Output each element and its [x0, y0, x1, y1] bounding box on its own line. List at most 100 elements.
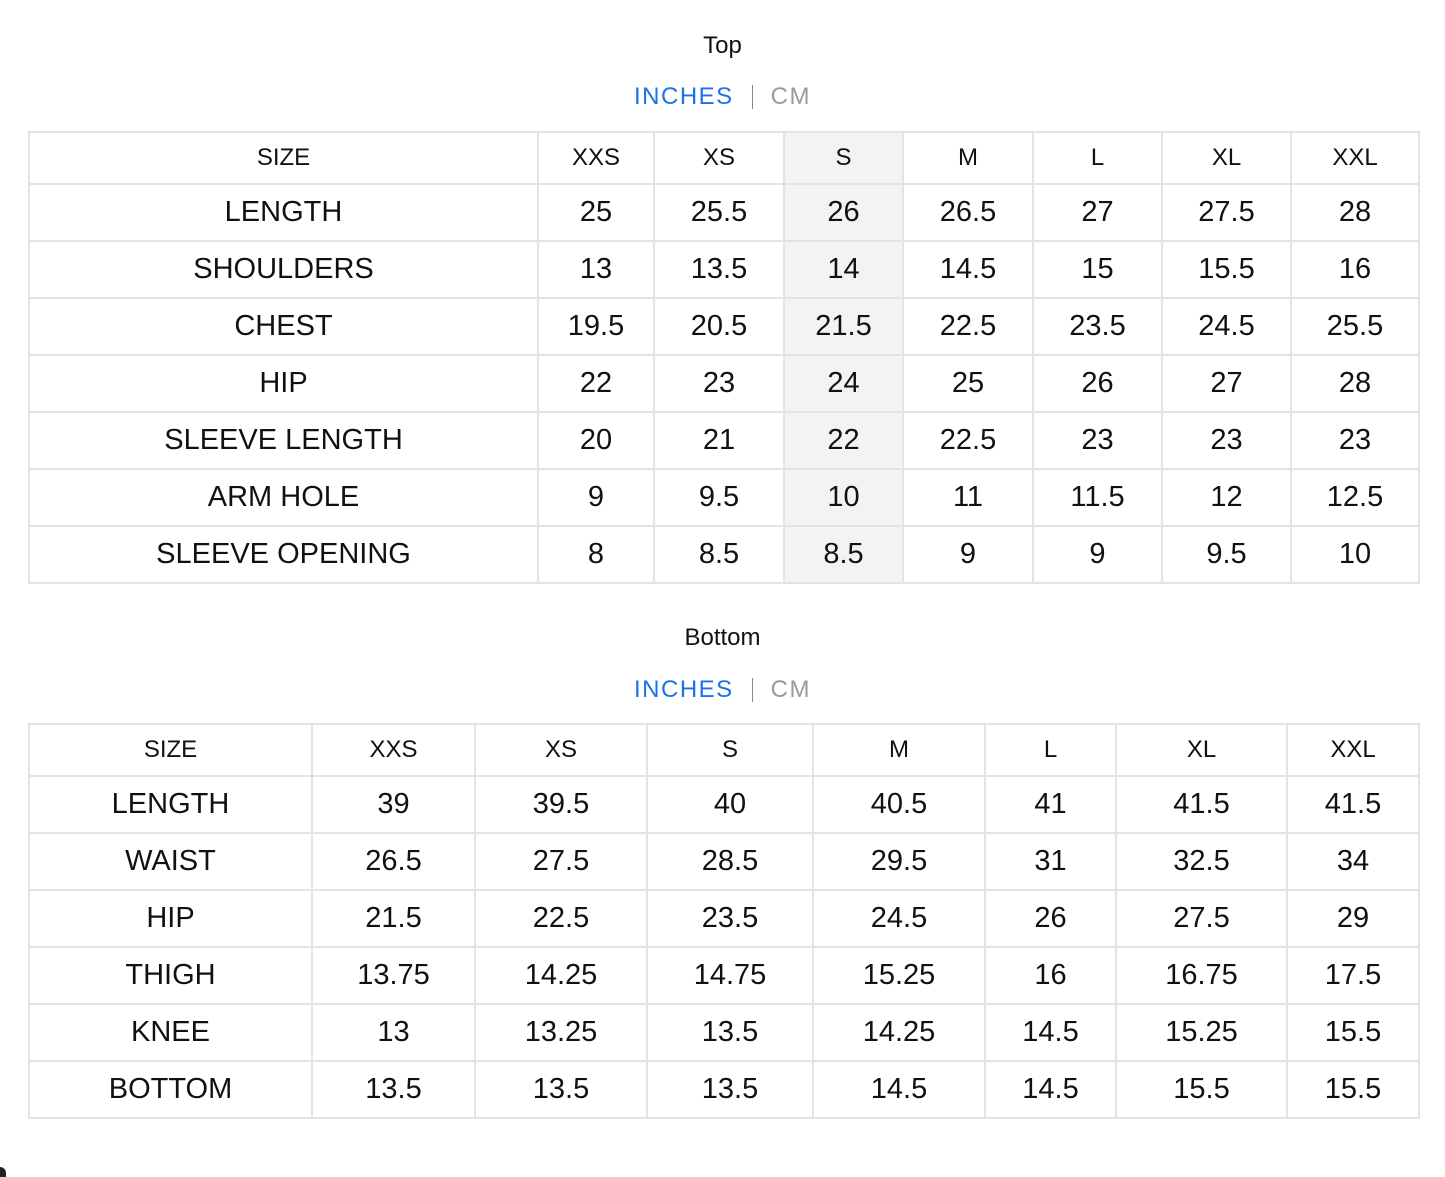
- table-cell: 9: [902, 525, 1034, 584]
- table-row: LENGTH 25 25.5 26 26.5 27 27.5 28: [28, 183, 1420, 242]
- row-label: KNEE: [28, 1003, 313, 1062]
- top-cm-button[interactable]: CM: [770, 82, 811, 110]
- table-cell: 15.5: [1286, 1060, 1420, 1119]
- window-corner: [0, 1167, 6, 1177]
- top-unit-toggle: INCHES CM: [0, 82, 1445, 111]
- table-cell: 10: [783, 468, 904, 527]
- table-cell: 27.5: [1161, 183, 1292, 242]
- table-cell: 23: [1290, 411, 1420, 470]
- table-cell: 24.5: [1161, 297, 1292, 356]
- header-cell: XXL: [1286, 723, 1420, 777]
- table-cell: 13: [537, 240, 655, 299]
- table-cell: 28.5: [646, 832, 814, 891]
- table-cell: 15.5: [1286, 1003, 1420, 1062]
- table-cell: 9: [537, 468, 655, 527]
- row-label: LENGTH: [28, 183, 539, 242]
- table-cell: 26: [984, 889, 1117, 948]
- table-cell: 16: [1290, 240, 1420, 299]
- table-row: KNEE 13 13.25 13.5 14.25 14.5 15.25 15.5: [28, 1003, 1420, 1062]
- table-cell: 27: [1032, 183, 1163, 242]
- table-cell: 39.5: [474, 775, 648, 834]
- table-cell: 13.5: [474, 1060, 648, 1119]
- table-cell: 14.25: [474, 946, 648, 1005]
- table-cell: 14.5: [812, 1060, 986, 1119]
- table-cell: 22.5: [474, 889, 648, 948]
- table-cell: 31: [984, 832, 1117, 891]
- table-cell: 20: [537, 411, 655, 470]
- header-cell: XS: [653, 131, 785, 185]
- table-cell: 39: [311, 775, 476, 834]
- table-cell: 41: [984, 775, 1117, 834]
- bottom-cm-button[interactable]: CM: [770, 675, 811, 703]
- row-label: HIP: [28, 889, 313, 948]
- table-row: THIGH 13.75 14.25 14.75 15.25 16 16.75 1…: [28, 946, 1420, 1005]
- table-cell: 22: [783, 411, 904, 470]
- table-cell: 19.5: [537, 297, 655, 356]
- top-inches-button[interactable]: INCHES: [633, 82, 734, 110]
- table-cell: 13.5: [646, 1060, 814, 1119]
- table-cell: 28: [1290, 354, 1420, 413]
- table-row: HIP 22 23 24 25 26 27 28: [28, 354, 1420, 413]
- table-cell: 25.5: [1290, 297, 1420, 356]
- table-cell: 22.5: [902, 411, 1034, 470]
- table-cell: 12.5: [1290, 468, 1420, 527]
- table-cell: 41.5: [1115, 775, 1288, 834]
- table-cell: 29.5: [812, 832, 986, 891]
- table-cell: 20.5: [653, 297, 785, 356]
- table-cell: 27.5: [1115, 889, 1288, 948]
- header-cell: M: [812, 723, 986, 777]
- table-cell: 15.25: [1115, 1003, 1288, 1062]
- header-cell: L: [1032, 131, 1163, 185]
- table-cell: 34: [1286, 832, 1420, 891]
- table-cell: 25: [537, 183, 655, 242]
- table-row: HIP 21.5 22.5 23.5 24.5 26 27.5 29: [28, 889, 1420, 948]
- table-row: ARM HOLE 9 9.5 10 11 11.5 12 12.5: [28, 468, 1420, 527]
- header-cell: XXS: [537, 131, 655, 185]
- header-cell: M: [902, 131, 1034, 185]
- table-cell: 17.5: [1286, 946, 1420, 1005]
- table-row: SHOULDERS 13 13.5 14 14.5 15 15.5 16: [28, 240, 1420, 299]
- table-cell: 16: [984, 946, 1117, 1005]
- header-cell: XL: [1115, 723, 1288, 777]
- top-size-table: SIZE XXS XS S M L XL XXL LENGTH 25 25.5 …: [28, 131, 1420, 584]
- table-cell: 41.5: [1286, 775, 1420, 834]
- table-cell: 25.5: [653, 183, 785, 242]
- table-row: CHEST 19.5 20.5 21.5 22.5 23.5 24.5 25.5: [28, 297, 1420, 356]
- table-cell: 15: [1032, 240, 1163, 299]
- row-label: SLEEVE LENGTH: [28, 411, 539, 470]
- row-label: THIGH: [28, 946, 313, 1005]
- table-cell: 16.75: [1115, 946, 1288, 1005]
- table-cell: 28: [1290, 183, 1420, 242]
- table-header-row: SIZE XXS XS S M L XL XXL: [28, 131, 1420, 185]
- table-cell: 14.75: [646, 946, 814, 1005]
- table-cell: 14.5: [902, 240, 1034, 299]
- table-header-row: SIZE XXS XS S M L XL XXL: [28, 723, 1420, 777]
- top-section-title: Top: [703, 32, 742, 59]
- table-cell: 21.5: [311, 889, 476, 948]
- table-cell: 9.5: [653, 468, 785, 527]
- header-cell: XXL: [1290, 131, 1420, 185]
- row-label: ARM HOLE: [28, 468, 539, 527]
- table-cell: 14.5: [984, 1003, 1117, 1062]
- row-label: SHOULDERS: [28, 240, 539, 299]
- table-cell: 23: [1161, 411, 1292, 470]
- row-label: SLEEVE OPENING: [28, 525, 539, 584]
- table-cell: 26.5: [311, 832, 476, 891]
- table-cell: 21.5: [783, 297, 904, 356]
- table-cell: 22.5: [902, 297, 1034, 356]
- table-cell: 10: [1290, 525, 1420, 584]
- header-cell: XXS: [311, 723, 476, 777]
- bottom-inches-button[interactable]: INCHES: [633, 675, 734, 703]
- table-cell: 27.5: [474, 832, 648, 891]
- header-cell: S: [783, 131, 904, 185]
- table-cell: 15.5: [1115, 1060, 1288, 1119]
- header-cell: L: [984, 723, 1117, 777]
- table-cell: 23: [653, 354, 785, 413]
- top-unit-divider: [751, 84, 753, 109]
- table-row: SLEEVE LENGTH 20 21 22 22.5 23 23 23: [28, 411, 1420, 470]
- table-cell: 14: [783, 240, 904, 299]
- table-cell: 9.5: [1161, 525, 1292, 584]
- table-cell: 8.5: [653, 525, 785, 584]
- table-cell: 11: [902, 468, 1034, 527]
- table-cell: 25: [902, 354, 1034, 413]
